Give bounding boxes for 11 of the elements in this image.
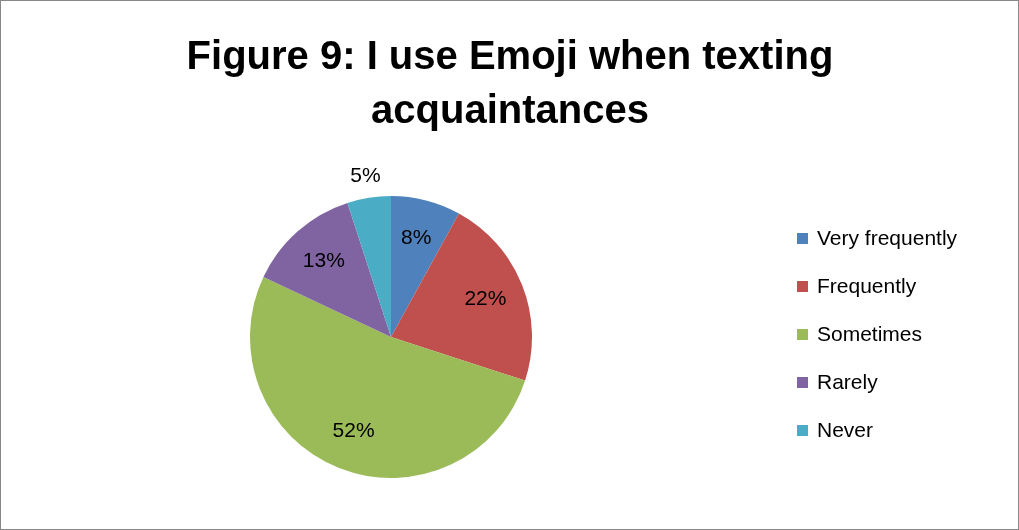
data-label: 13% bbox=[302, 247, 345, 271]
legend-label: Sometimes bbox=[817, 322, 923, 346]
chart-title: Figure 9: I use Emoji when texting acquaintances bbox=[185, 32, 835, 133]
data-label: 22% bbox=[464, 286, 507, 310]
legend-label: Frequently bbox=[817, 274, 917, 298]
legend-label: Rarely bbox=[817, 370, 878, 394]
legend-label: Never bbox=[817, 418, 874, 442]
data-label: 8% bbox=[401, 225, 432, 249]
legend-label: Very frequently bbox=[817, 226, 958, 250]
data-label: 52% bbox=[332, 418, 375, 442]
data-label: 5% bbox=[350, 162, 381, 186]
